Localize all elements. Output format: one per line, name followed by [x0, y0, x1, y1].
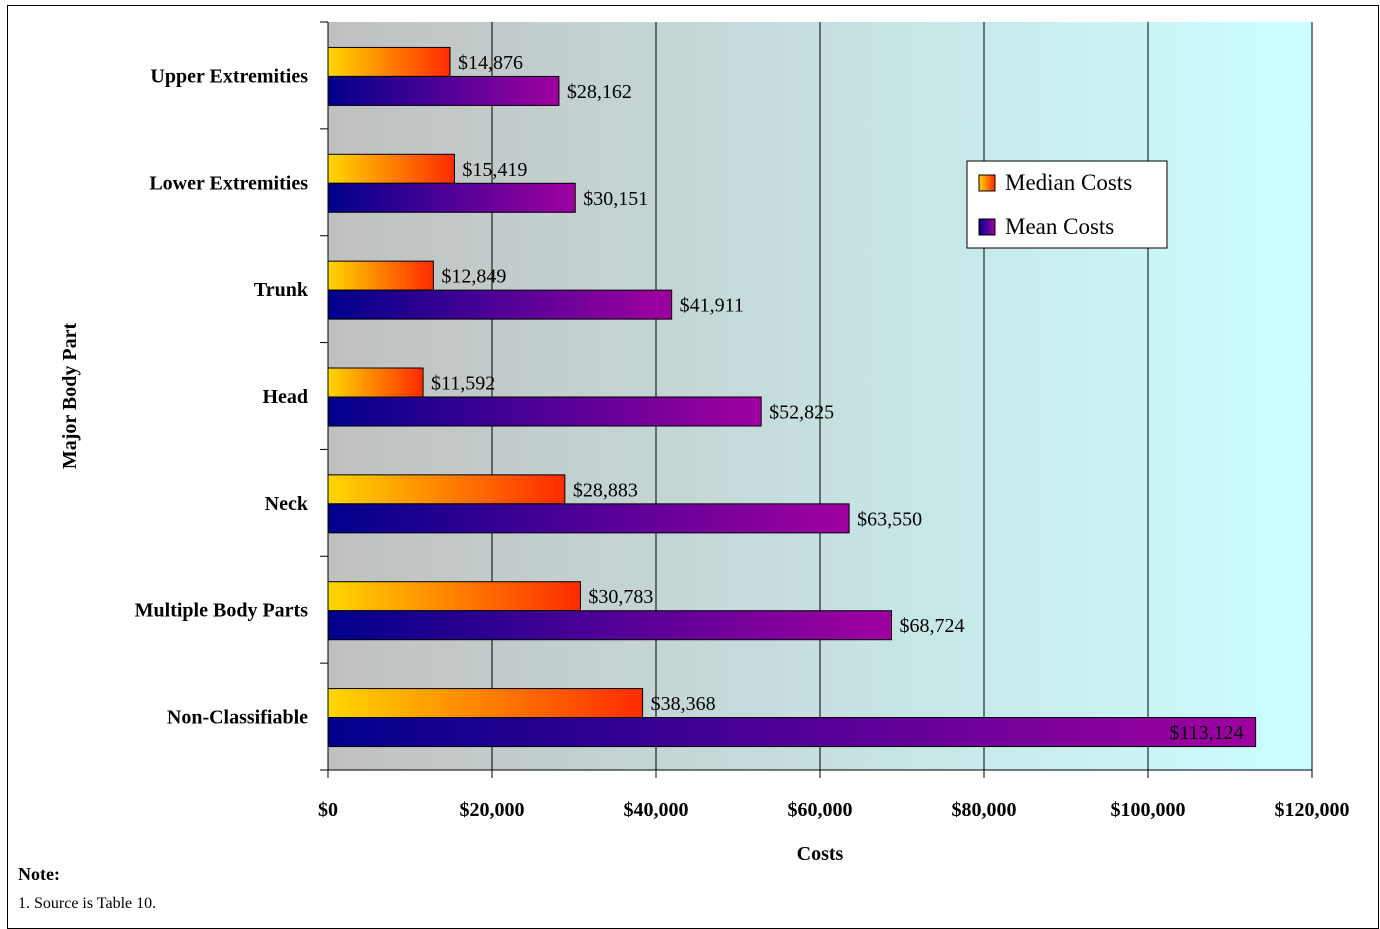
- x-axis-label: Costs: [797, 843, 844, 865]
- legend: Median Costs Mean Costs: [966, 160, 1168, 249]
- median-cost-label: $30,783: [588, 586, 653, 608]
- median-cost-bar: [327, 260, 434, 291]
- median-cost-label: $15,419: [462, 159, 527, 181]
- mean-cost-label: $30,151: [583, 188, 648, 210]
- x-tick-label: $120,000: [1275, 799, 1350, 821]
- legend-swatch-median: [978, 174, 996, 192]
- y-category-label: Trunk: [254, 279, 309, 301]
- mean-cost-bar: [327, 610, 893, 641]
- mean-cost-label: $63,550: [857, 508, 922, 530]
- x-tick-label: $60,000: [788, 799, 853, 821]
- axes: $0 $20,000 $40,000 $60,000 $80,000 $100,000 $1…: [135, 21, 1350, 821]
- note-text: 1. Source is Table 10.: [18, 895, 157, 912]
- median-cost-label: $12,849: [441, 266, 506, 288]
- data-labels: $14,876 $28,162 $15,419 $30,151 $12,849 $41,9…: [431, 52, 1244, 744]
- median-cost-bar: [327, 153, 455, 184]
- legend-box: [966, 160, 1168, 249]
- mean-cost-bar: [327, 75, 560, 106]
- y-category-label: Neck: [265, 493, 309, 515]
- y-category-label: Multiple Body Parts: [135, 600, 309, 622]
- gridlines: [491, 22, 1313, 770]
- mean-cost-bar: [327, 289, 673, 320]
- x-tick-label: $40,000: [624, 799, 689, 821]
- median-cost-bar: [327, 46, 451, 77]
- mean-cost-bar: [327, 503, 850, 534]
- bars: [327, 46, 1257, 748]
- mean-cost-label: $41,911: [680, 295, 744, 317]
- x-tick-label: $20,000: [460, 799, 525, 821]
- legend-swatch-mean: [978, 218, 996, 236]
- median-cost-bar: [327, 688, 644, 719]
- median-cost-bar: [327, 581, 581, 612]
- mean-cost-label: $68,724: [900, 615, 965, 637]
- x-tick-label: $80,000: [952, 799, 1017, 821]
- mean-cost-label: $28,162: [567, 81, 632, 103]
- note-heading: Note:: [18, 864, 60, 884]
- median-cost-label: $28,883: [573, 479, 638, 501]
- median-cost-bar: [327, 474, 566, 505]
- median-cost-label: $11,592: [431, 373, 495, 395]
- y-axis-label: Major Body Part: [59, 323, 81, 470]
- x-tick-label: $100,000: [1111, 799, 1186, 821]
- mean-cost-bar: [327, 182, 576, 213]
- median-cost-label: $14,876: [458, 52, 523, 74]
- mean-cost-label: $113,124: [1169, 722, 1243, 744]
- median-cost-label: $38,368: [651, 693, 716, 715]
- y-category-label: Upper Extremities: [150, 65, 308, 87]
- y-category-label: Head: [262, 386, 308, 408]
- y-category-label: Lower Extremities: [149, 172, 308, 194]
- x-tick-label: $0: [318, 799, 338, 821]
- legend-label-mean: Mean Costs: [1005, 214, 1114, 239]
- mean-cost-bar: [327, 717, 1257, 748]
- mean-cost-label: $52,825: [769, 402, 834, 424]
- y-category-label: Non-Classifiable: [167, 707, 308, 729]
- legend-label-median: Median Costs: [1005, 170, 1132, 195]
- mean-cost-bar: [327, 396, 762, 427]
- median-cost-bar: [327, 367, 424, 398]
